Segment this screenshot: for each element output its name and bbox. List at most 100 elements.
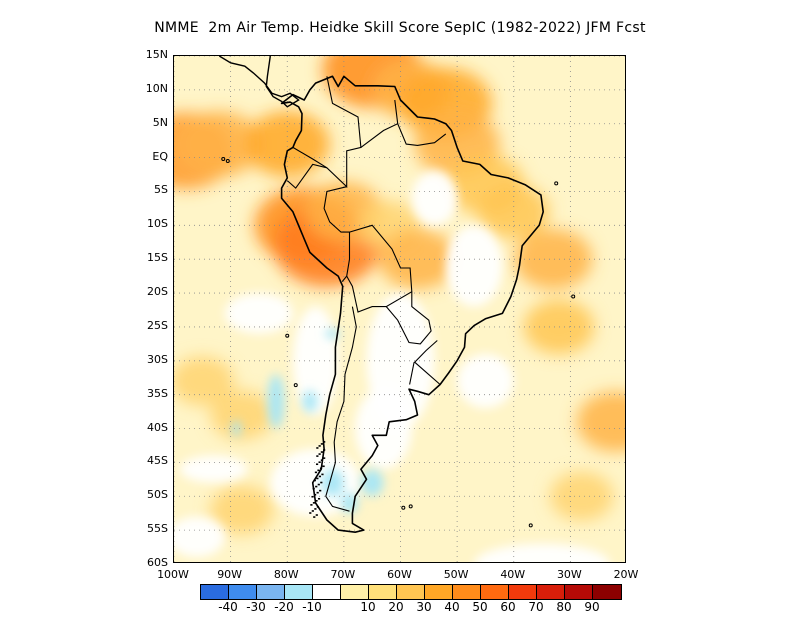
lat-tick-label: 10S <box>147 217 168 231</box>
lat-tick-label: 15S <box>147 251 168 265</box>
colorbar-label: 80 <box>556 600 572 614</box>
archipelago-island <box>309 512 312 514</box>
island <box>225 158 230 163</box>
archipelago-island <box>323 449 326 451</box>
archipelago-island <box>311 510 314 512</box>
archipelago-island <box>311 495 314 498</box>
negative-skill-area <box>325 328 340 339</box>
lat-tick-label: 45S <box>147 454 168 468</box>
archipelago-island <box>312 502 316 504</box>
colorbar-swatch <box>201 585 229 599</box>
colorbar-swatch <box>229 585 257 599</box>
lat-tick-label: 35S <box>147 386 168 400</box>
colorbar-label: -10 <box>302 600 322 614</box>
archipelago-island <box>317 469 320 472</box>
island <box>293 383 298 388</box>
south-america-coastline <box>280 75 544 533</box>
archipelago-island <box>320 451 323 453</box>
archipelago-island <box>310 504 313 506</box>
island <box>221 156 226 161</box>
lat-tick-label: 25S <box>147 318 168 332</box>
colorbar <box>200 584 622 600</box>
lat-tick-label: EQ <box>152 149 168 163</box>
archipelago-island <box>315 485 318 488</box>
country-border <box>292 76 362 188</box>
archipelago-island <box>320 443 323 445</box>
lon-tick-label: 40W <box>500 568 526 581</box>
colorbar-swatch <box>593 585 621 599</box>
skill-hot-spot <box>210 485 274 535</box>
country-border <box>397 123 447 146</box>
lat-tick-label: 15N <box>145 48 168 61</box>
archipelago-island <box>320 459 323 461</box>
island <box>285 333 290 338</box>
skill-hot-spot <box>210 390 274 440</box>
country-border <box>286 163 328 189</box>
colorbar-label: 70 <box>528 600 544 614</box>
skill-hot-spot <box>514 229 593 290</box>
skill-hot-spot <box>174 356 235 406</box>
colorbar-label: 20 <box>388 600 404 614</box>
low-skill-area <box>224 293 293 334</box>
colorbar-swatch <box>481 585 509 599</box>
low-skill-areas <box>174 171 610 562</box>
coastlines <box>218 56 576 533</box>
skill-hot-spot <box>549 471 614 521</box>
lat-tick-label: 55S <box>147 522 168 536</box>
negative-skill-area <box>321 469 344 497</box>
archipelago-island <box>315 500 318 502</box>
colorbar-label: 90 <box>584 600 600 614</box>
country-border <box>360 99 399 148</box>
lat-tick-label: 5N <box>152 115 168 129</box>
low-skill-area <box>355 387 412 470</box>
lon-tick-label: 30W <box>556 568 582 581</box>
lon-tick-label: 60W <box>387 568 412 581</box>
colorbar-swatch <box>565 585 593 599</box>
country-border <box>413 340 441 385</box>
archipelago-island <box>322 465 325 468</box>
archipelago-island <box>317 483 320 486</box>
low-skill-area <box>174 516 225 558</box>
archipelago-island <box>313 493 317 496</box>
archipelago-island <box>318 475 322 478</box>
archipelago-island <box>316 506 320 508</box>
lat-tick-label: 50S <box>147 488 168 502</box>
country-border <box>385 291 432 345</box>
negative-skill-area <box>267 374 285 429</box>
skill-hot-spot <box>378 229 457 290</box>
archipelago-island <box>316 491 319 494</box>
country-border <box>409 362 415 385</box>
skill-hot-spot <box>244 111 330 177</box>
lon-tick-label: 100W <box>157 568 189 581</box>
lon-tick-label: 20W <box>613 568 639 581</box>
archipelago-island <box>318 445 321 447</box>
lat-tick-label: 30S <box>147 352 168 366</box>
low-skill-area <box>445 225 503 307</box>
archipelago-island <box>316 447 319 449</box>
negative-skill-area <box>360 469 384 497</box>
skill-hot-spot <box>176 111 262 177</box>
colorbar-swatch <box>369 585 397 599</box>
low-skill-area <box>474 543 610 562</box>
lon-tick-label: 70W <box>330 568 356 581</box>
lat-tick-label: 5S <box>154 183 168 197</box>
lon-tick-label: 80W <box>273 568 299 581</box>
colorbar-swatch <box>509 585 537 599</box>
colorbar-swatch <box>425 585 453 599</box>
archipelago-island <box>313 479 316 482</box>
colorbar-swatch <box>341 585 369 599</box>
archipelago-island <box>319 467 323 470</box>
island <box>528 523 533 528</box>
archipelago-island <box>312 487 315 490</box>
colorbar-label: -20 <box>274 600 294 614</box>
archipelago-island <box>316 455 319 457</box>
archipelago-island <box>313 516 316 518</box>
colorbar-swatch <box>453 585 481 599</box>
skill-hot-spot <box>576 391 625 452</box>
map-canvas <box>174 56 625 562</box>
map-grid <box>174 56 625 562</box>
colorbar-label: 40 <box>444 600 460 614</box>
colorbar-swatch <box>257 585 285 599</box>
archipelago-island <box>314 471 318 474</box>
archipelago-island <box>317 497 321 500</box>
